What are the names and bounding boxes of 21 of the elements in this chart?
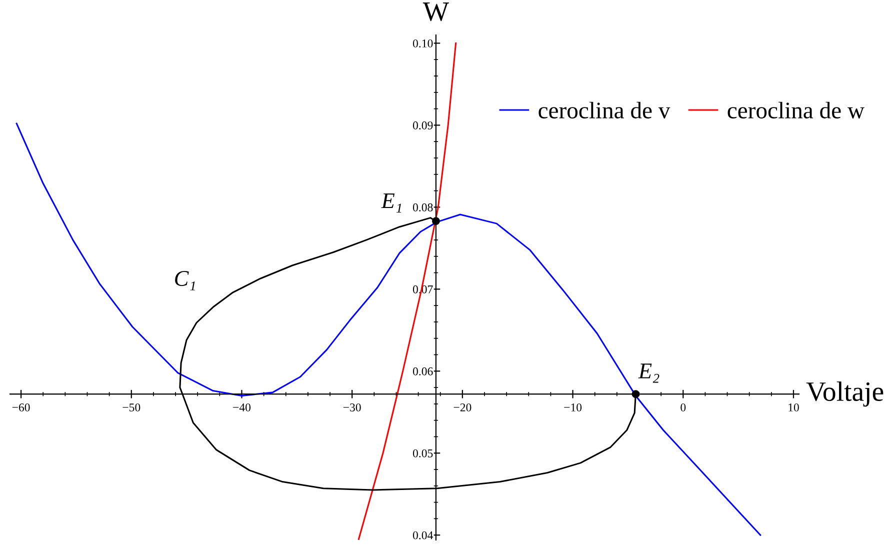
y-axis-title: W [422, 2, 450, 22]
y-tick-label: 0.05 [412, 449, 433, 458]
y-tick-label: 0.10 [412, 39, 433, 48]
x-tick-label: 10 [788, 403, 799, 412]
annotation: E₂ [638, 364, 660, 383]
annotation: C₁ [175, 271, 195, 290]
x-tick-label: −10 [564, 403, 582, 412]
x-tick-label: 0 [680, 403, 686, 412]
x-tick-label: −60 [12, 403, 30, 412]
x-tick-label: −20 [454, 403, 472, 412]
x-axis-title: Voltaje [806, 381, 884, 407]
x-tick-label: −40 [233, 403, 251, 412]
legend-label: ceroclina de v [538, 102, 670, 118]
x-tick-label: −50 [122, 403, 140, 412]
y-tick-label: 0.09 [412, 121, 433, 130]
y-tick-label: 0.06 [412, 367, 433, 376]
y-tick-label: 0.08 [412, 203, 433, 212]
annotation: E₁ [381, 193, 402, 213]
legend-label: ceroclina de w [728, 102, 864, 118]
x-tick-label: −30 [343, 403, 361, 412]
y-tick-label: 0.04 [412, 531, 433, 540]
